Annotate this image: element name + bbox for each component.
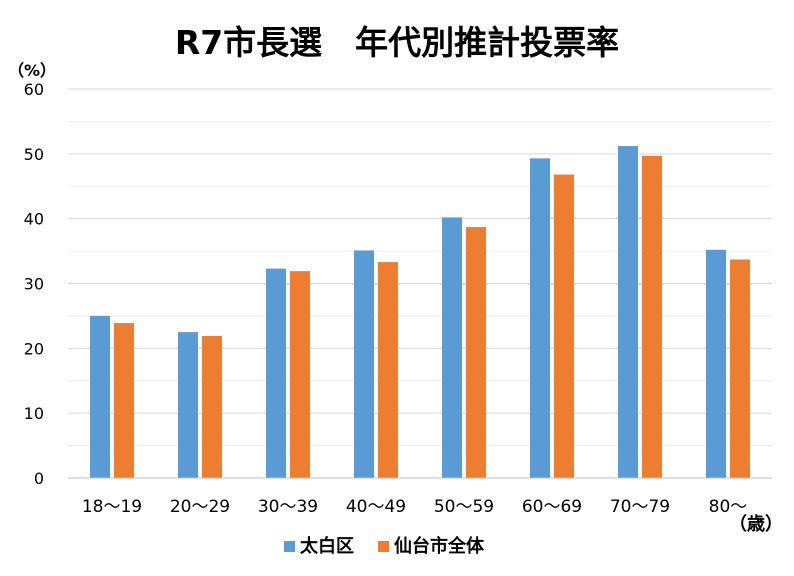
x-tick-label: 70〜79 <box>610 497 670 517</box>
x-axis-tick-labels: 18〜19 20〜29 30〜39 40〜49 50〜59 60〜69 70〜79 80〜 <box>82 497 747 517</box>
chart-title: R7市長選 年代別推計投票率 <box>175 23 619 62</box>
x-tick-label: 40〜49 <box>346 497 406 517</box>
legend-label-taihaku: 太白区 <box>300 535 354 557</box>
y-tick-label: 50 <box>24 145 44 164</box>
bar-sendai-1 <box>114 323 134 478</box>
x-tick-label: 60〜69 <box>522 497 582 517</box>
bar-taihaku-1 <box>90 315 110 478</box>
y-tick-label: 20 <box>24 339 44 358</box>
x-tick-label: 20〜29 <box>170 497 230 517</box>
legend: 太白区 仙台市全体 <box>284 535 485 557</box>
x-axis-unit-label: （歳） <box>729 514 783 535</box>
legend-swatch-taihaku <box>284 541 295 552</box>
bar-taihaku-7 <box>618 146 638 478</box>
bar-sendai-4 <box>378 262 398 478</box>
grid-lines <box>68 88 772 447</box>
y-axis-tick-labels: 0 10 20 30 40 50 60 <box>24 80 44 488</box>
x-tick-label: 80〜 <box>709 497 748 517</box>
y-tick-label: 30 <box>24 275 44 294</box>
y-axis-unit-label: （%） <box>8 61 56 80</box>
y-tick-label: 0 <box>34 469 44 488</box>
bar-sendai-6 <box>554 174 574 478</box>
x-tick-label: 30〜39 <box>258 497 318 517</box>
y-tick-label: 60 <box>24 80 44 99</box>
legend-label-sendai: 仙台市全体 <box>394 535 485 557</box>
bars <box>90 146 750 479</box>
x-tick-label: 50〜59 <box>434 497 494 517</box>
y-tick-label: 10 <box>24 404 44 423</box>
bar-sendai-7 <box>642 155 662 479</box>
bar-taihaku-8 <box>706 249 726 478</box>
legend-swatch-sendai <box>378 541 389 552</box>
bar-taihaku-6 <box>530 158 550 478</box>
bar-taihaku-2 <box>178 332 198 478</box>
bar-sendai-5 <box>466 227 486 478</box>
bar-taihaku-4 <box>354 250 374 478</box>
bar-sendai-3 <box>290 271 310 478</box>
bar-taihaku-5 <box>442 217 462 478</box>
y-tick-label: 40 <box>24 210 44 229</box>
bar-taihaku-3 <box>266 268 286 478</box>
bar-sendai-2 <box>202 336 222 478</box>
bar-sendai-8 <box>730 259 750 478</box>
x-tick-label: 18〜19 <box>82 497 142 517</box>
